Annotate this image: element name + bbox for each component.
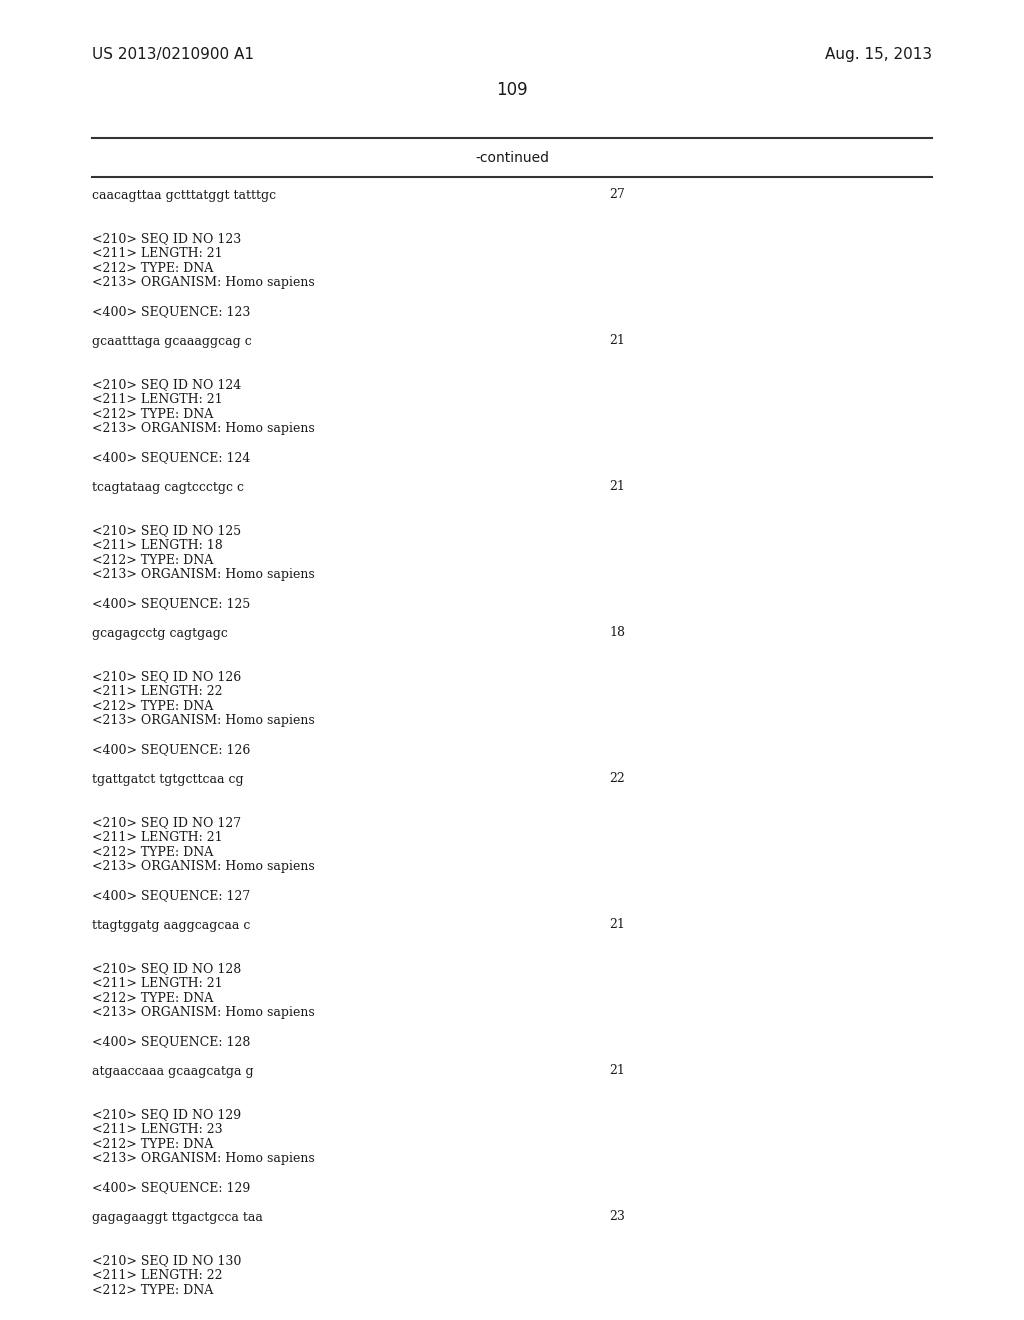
Text: <212> TYPE: DNA: <212> TYPE: DNA <box>92 1283 213 1296</box>
Text: <211> LENGTH: 21: <211> LENGTH: 21 <box>92 830 223 843</box>
Text: <210> SEQ ID NO 130: <210> SEQ ID NO 130 <box>92 1254 242 1267</box>
Text: <213> ORGANISM: Homo sapiens: <213> ORGANISM: Homo sapiens <box>92 861 315 873</box>
Text: <211> LENGTH: 18: <211> LENGTH: 18 <box>92 539 223 552</box>
Text: tcagtataag cagtccctgc c: tcagtataag cagtccctgc c <box>92 480 244 494</box>
Text: <400> SEQUENCE: 123: <400> SEQUENCE: 123 <box>92 305 251 318</box>
Text: <400> SEQUENCE: 125: <400> SEQUENCE: 125 <box>92 597 251 610</box>
Text: <211> LENGTH: 21: <211> LENGTH: 21 <box>92 247 223 260</box>
Text: <212> TYPE: DNA: <212> TYPE: DNA <box>92 1138 213 1151</box>
Text: <211> LENGTH: 22: <211> LENGTH: 22 <box>92 1269 222 1282</box>
Text: 18: 18 <box>609 627 626 639</box>
Text: <210> SEQ ID NO 124: <210> SEQ ID NO 124 <box>92 379 242 391</box>
Text: <212> TYPE: DNA: <212> TYPE: DNA <box>92 408 213 421</box>
Text: <213> ORGANISM: Homo sapiens: <213> ORGANISM: Homo sapiens <box>92 714 315 727</box>
Text: ttagtggatg aaggcagcaa c: ttagtggatg aaggcagcaa c <box>92 919 251 932</box>
Text: caacagttaa gctttatggt tatttgc: caacagttaa gctttatggt tatttgc <box>92 189 276 202</box>
Text: Aug. 15, 2013: Aug. 15, 2013 <box>824 48 932 62</box>
Text: 109: 109 <box>497 81 527 99</box>
Text: <213> ORGANISM: Homo sapiens: <213> ORGANISM: Homo sapiens <box>92 422 315 436</box>
Text: <213> ORGANISM: Homo sapiens: <213> ORGANISM: Homo sapiens <box>92 1006 315 1019</box>
Text: tgattgatct tgtgcttcaa cg: tgattgatct tgtgcttcaa cg <box>92 772 244 785</box>
Text: 21: 21 <box>609 1064 626 1077</box>
Text: <211> LENGTH: 21: <211> LENGTH: 21 <box>92 977 223 990</box>
Text: 27: 27 <box>609 189 625 202</box>
Text: <400> SEQUENCE: 128: <400> SEQUENCE: 128 <box>92 1035 251 1048</box>
Text: atgaaccaaa gcaagcatga g: atgaaccaaa gcaagcatga g <box>92 1064 254 1077</box>
Text: <400> SEQUENCE: 126: <400> SEQUENCE: 126 <box>92 743 251 756</box>
Text: -continued: -continued <box>475 150 549 165</box>
Text: <213> ORGANISM: Homo sapiens: <213> ORGANISM: Homo sapiens <box>92 1152 315 1166</box>
Text: <212> TYPE: DNA: <212> TYPE: DNA <box>92 700 213 713</box>
Text: <210> SEQ ID NO 129: <210> SEQ ID NO 129 <box>92 1109 242 1121</box>
Text: US 2013/0210900 A1: US 2013/0210900 A1 <box>92 48 254 62</box>
Text: gcagagcctg cagtgagc: gcagagcctg cagtgagc <box>92 627 228 639</box>
Text: <212> TYPE: DNA: <212> TYPE: DNA <box>92 553 213 566</box>
Text: <211> LENGTH: 22: <211> LENGTH: 22 <box>92 685 222 698</box>
Text: <210> SEQ ID NO 125: <210> SEQ ID NO 125 <box>92 524 242 537</box>
Text: <400> SEQUENCE: 129: <400> SEQUENCE: 129 <box>92 1181 251 1195</box>
Text: gcaatttaga gcaaaggcag c: gcaatttaga gcaaaggcag c <box>92 334 252 347</box>
Text: <210> SEQ ID NO 127: <210> SEQ ID NO 127 <box>92 816 242 829</box>
Text: <212> TYPE: DNA: <212> TYPE: DNA <box>92 261 213 275</box>
Text: gagagaaggt ttgactgcca taa: gagagaaggt ttgactgcca taa <box>92 1210 263 1224</box>
Text: <212> TYPE: DNA: <212> TYPE: DNA <box>92 846 213 858</box>
Text: <400> SEQUENCE: 124: <400> SEQUENCE: 124 <box>92 451 251 465</box>
Text: <213> ORGANISM: Homo sapiens: <213> ORGANISM: Homo sapiens <box>92 276 315 289</box>
Text: <211> LENGTH: 21: <211> LENGTH: 21 <box>92 393 223 407</box>
Text: 22: 22 <box>609 772 625 785</box>
Text: 21: 21 <box>609 480 626 494</box>
Text: 23: 23 <box>609 1210 626 1224</box>
Text: 21: 21 <box>609 919 626 932</box>
Text: <400> SEQUENCE: 127: <400> SEQUENCE: 127 <box>92 890 251 903</box>
Text: 21: 21 <box>609 334 626 347</box>
Text: <211> LENGTH: 23: <211> LENGTH: 23 <box>92 1123 223 1137</box>
Text: <210> SEQ ID NO 123: <210> SEQ ID NO 123 <box>92 232 242 246</box>
Text: <210> SEQ ID NO 128: <210> SEQ ID NO 128 <box>92 962 242 975</box>
Text: <213> ORGANISM: Homo sapiens: <213> ORGANISM: Homo sapiens <box>92 568 315 581</box>
Text: <210> SEQ ID NO 126: <210> SEQ ID NO 126 <box>92 671 242 684</box>
Text: <212> TYPE: DNA: <212> TYPE: DNA <box>92 991 213 1005</box>
